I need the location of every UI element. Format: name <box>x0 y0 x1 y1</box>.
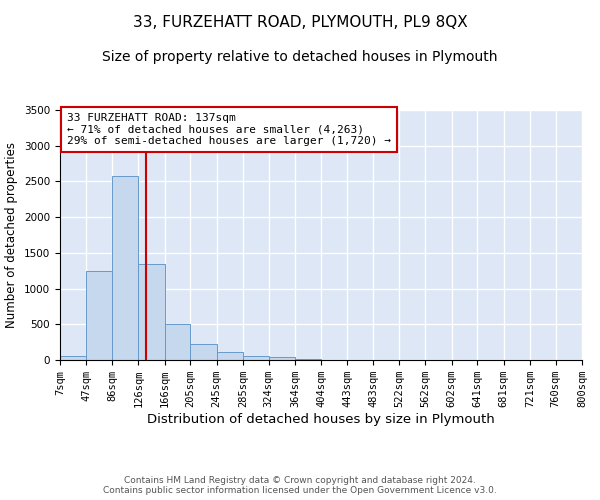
Bar <box>60 356 86 360</box>
Bar <box>217 352 243 360</box>
Bar <box>164 324 190 360</box>
X-axis label: Distribution of detached houses by size in Plymouth: Distribution of detached houses by size … <box>147 413 495 426</box>
Bar <box>112 176 139 360</box>
Bar <box>295 359 322 360</box>
Text: Contains HM Land Registry data © Crown copyright and database right 2024.
Contai: Contains HM Land Registry data © Crown c… <box>103 476 497 495</box>
Bar <box>269 357 295 360</box>
Text: 33, FURZEHATT ROAD, PLYMOUTH, PL9 8QX: 33, FURZEHATT ROAD, PLYMOUTH, PL9 8QX <box>133 15 467 30</box>
Bar <box>190 344 217 360</box>
Bar <box>243 356 269 360</box>
Bar <box>139 264 164 360</box>
Text: 33 FURZEHATT ROAD: 137sqm
← 71% of detached houses are smaller (4,263)
29% of se: 33 FURZEHATT ROAD: 137sqm ← 71% of detac… <box>67 113 391 146</box>
Y-axis label: Number of detached properties: Number of detached properties <box>5 142 19 328</box>
Bar <box>86 270 112 360</box>
Text: Size of property relative to detached houses in Plymouth: Size of property relative to detached ho… <box>102 50 498 64</box>
